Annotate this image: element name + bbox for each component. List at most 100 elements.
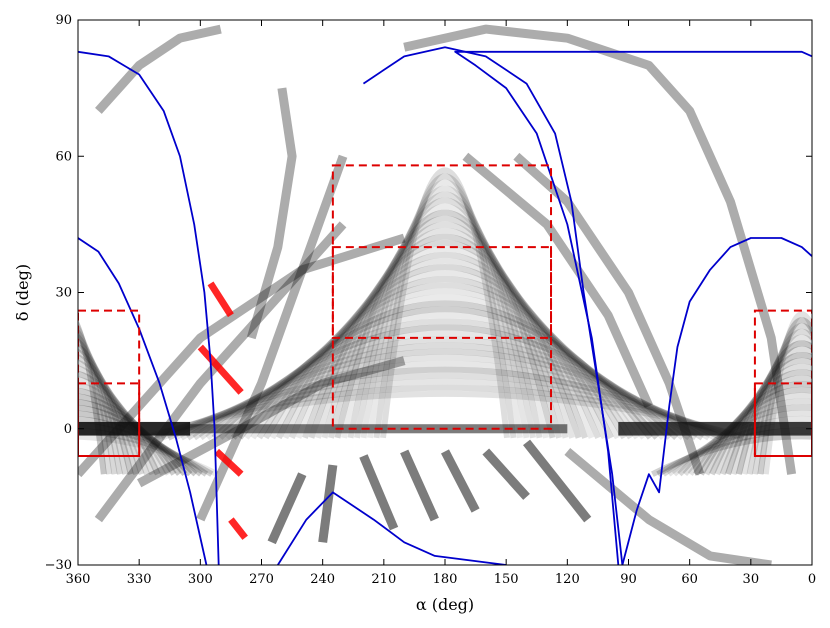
- footprint-arc: [523, 439, 592, 523]
- footprint-arc: [289, 251, 601, 439]
- footprint-arc: [373, 173, 517, 439]
- footprint-arc: [400, 449, 439, 522]
- footprint-arc: [347, 197, 543, 439]
- footprint-arc: [205, 330, 685, 441]
- footprint-stripes: [78, 24, 812, 565]
- footprint-arc: [218, 318, 672, 440]
- footprint-arc: [725, 352, 812, 476]
- survey-box-6: [753, 382, 812, 458]
- footprint-arc: [78, 338, 129, 475]
- survey-box-3: [78, 309, 141, 457]
- x-tick-label: 180: [433, 572, 458, 587]
- galactic-curve-5: [454, 50, 812, 565]
- footprint-arc: [186, 348, 704, 441]
- footprint-arc: [192, 342, 698, 441]
- footprint-arc: [295, 245, 595, 439]
- footprint-arc: [94, 221, 347, 523]
- footprint-arc: [746, 329, 812, 475]
- footprint-arc: [482, 448, 530, 500]
- footprint-arc: [196, 154, 348, 522]
- footprint-arc: [321, 221, 569, 439]
- y-tick-label: 30: [55, 286, 72, 301]
- footprint-arc: [211, 324, 679, 441]
- footprint-arc: [403, 24, 797, 475]
- footprint-arc: [250, 288, 640, 440]
- footprint-arc: [78, 333, 123, 475]
- plot-area: [78, 20, 812, 565]
- footprint-arc: [198, 336, 692, 441]
- footprint-arc: [318, 464, 338, 543]
- footprint-arc: [334, 209, 556, 439]
- footprint-arc: [78, 427, 214, 477]
- footprint-arc: [78, 410, 198, 477]
- footprint-arc: [752, 323, 812, 475]
- data-layer: [78, 24, 812, 565]
- footprint-arc: [78, 343, 134, 475]
- footprint-arc: [246, 87, 297, 340]
- footprint-arc: [564, 448, 772, 565]
- footprint-arc: [267, 472, 307, 545]
- footprint-arc: [757, 317, 812, 475]
- footprint-arc: [302, 239, 588, 439]
- x-tick-label: 300: [188, 572, 213, 587]
- y-tick-label: −30: [45, 558, 72, 573]
- x-tick-label: 120: [555, 572, 580, 587]
- equator-band: [618, 421, 812, 436]
- footprint-arc: [762, 311, 812, 475]
- footprint-arc: [276, 264, 614, 440]
- footprint-arc: [78, 354, 145, 476]
- galactic-curve-1: [78, 237, 208, 565]
- footprint-arc: [256, 282, 634, 440]
- x-axis: 360 330 300 270 240 210 180 150 120 90 60 30 0: [66, 20, 816, 587]
- footprint-arc: [671, 410, 812, 477]
- footprint-arc: [78, 323, 113, 475]
- footprint-arc: [95, 24, 222, 114]
- footprint-arc: [360, 185, 530, 439]
- footprint-arc: [78, 393, 182, 476]
- footprint-arc: [141, 390, 749, 441]
- survey-box-0: [331, 164, 553, 430]
- y-tick-label: 60: [55, 149, 72, 164]
- footprint-arc: [741, 334, 812, 475]
- y-tick-label: 0: [64, 422, 72, 437]
- x-tick-label: 330: [127, 572, 152, 587]
- footprint-arc: [154, 378, 736, 441]
- footprint-arc: [367, 179, 523, 439]
- footprint-arc: [179, 354, 711, 441]
- x-tick-label: 240: [310, 572, 335, 587]
- footprint-arc: [166, 366, 724, 441]
- footprint-arc: [341, 203, 549, 439]
- footprint-arc: [160, 372, 730, 441]
- footprint-arc: [682, 398, 812, 477]
- galactic-curve-0: [78, 50, 220, 565]
- x-tick-label: 30: [743, 572, 760, 587]
- footprint-arc: [282, 258, 608, 440]
- footprint-arc: [78, 433, 219, 477]
- highlight-segment: [228, 517, 248, 540]
- footprint-arc: [173, 360, 717, 441]
- footprint-arc: [78, 404, 193, 477]
- footprint-arc: [328, 215, 562, 439]
- footprint-arc: [263, 276, 627, 440]
- x-tick-label: 90: [620, 572, 637, 587]
- footprint-arc: [666, 415, 812, 477]
- footprint-arc: [687, 392, 812, 476]
- footprint-arc: [354, 191, 536, 439]
- footprint-arc: [359, 454, 399, 531]
- footprint-arc: [137, 356, 406, 488]
- footprint-arc: [380, 167, 510, 439]
- y-axis: −30 0 30 60 90: [45, 13, 812, 573]
- equator-band: [78, 421, 191, 436]
- x-tick-label: 0: [808, 572, 816, 587]
- highlight-segment: [197, 344, 244, 395]
- x-tick-label: 270: [249, 572, 274, 587]
- x-tick-label: 60: [681, 572, 698, 587]
- footprint-arc: [730, 346, 812, 475]
- footprint-arc: [78, 399, 188, 477]
- highlight-segment: [207, 281, 234, 318]
- x-tick-label: 210: [371, 572, 396, 587]
- footprint-arc: [441, 449, 480, 513]
- footprint-arc: [237, 300, 653, 440]
- footprint-arc: [78, 387, 177, 476]
